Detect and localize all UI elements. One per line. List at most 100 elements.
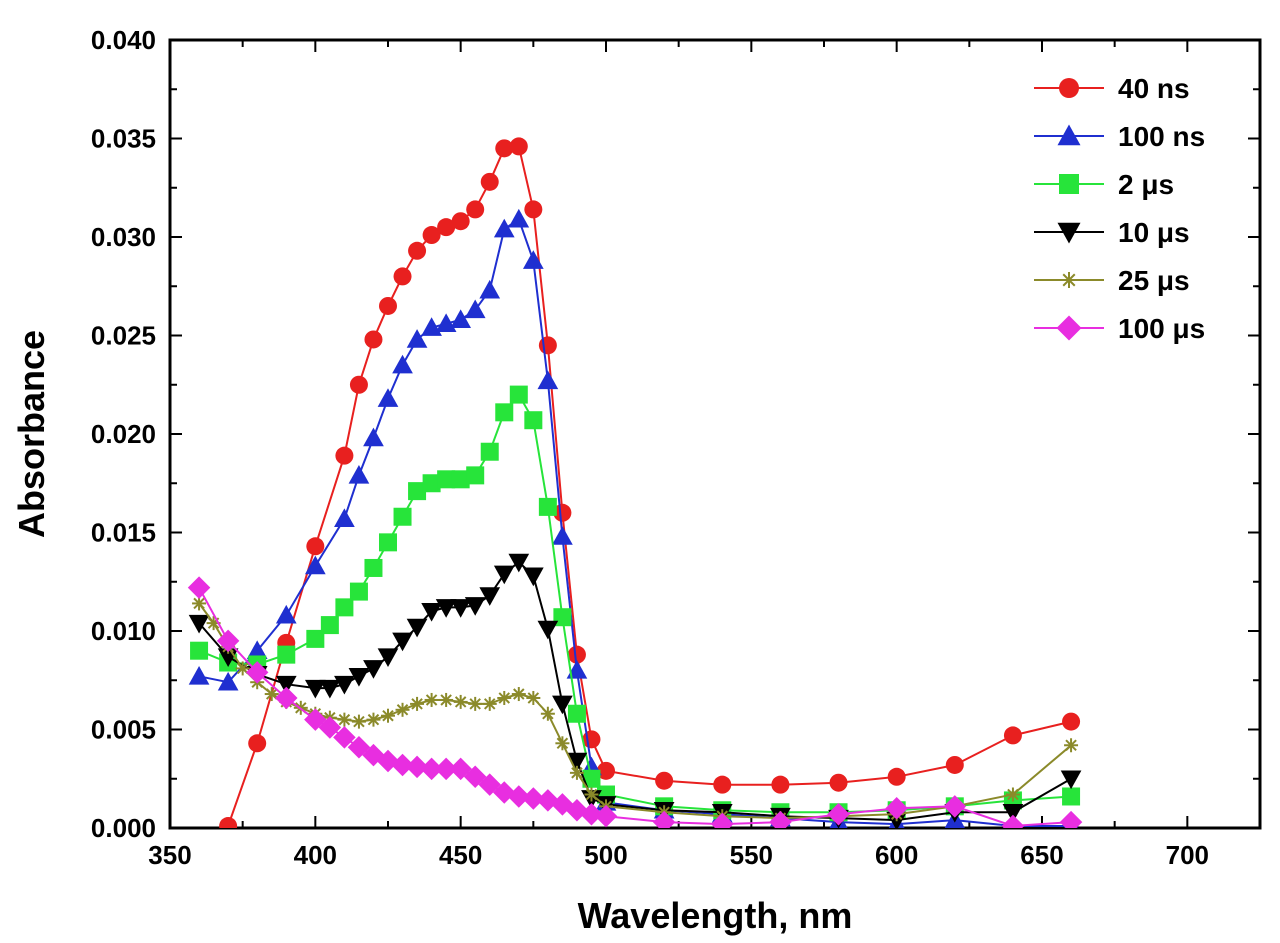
data-point [526,690,541,705]
data-point [434,757,458,781]
data-point [713,775,732,794]
legend-item: 100 μs [1034,313,1205,344]
data-point [479,587,501,606]
data-point [453,694,468,709]
data-point [509,385,528,404]
data-point [406,618,428,638]
data-point [522,250,544,269]
x-tick-label: 450 [439,840,482,870]
data-point [580,802,603,826]
data-point [406,329,428,348]
data-point [275,675,297,695]
data-point [497,690,512,705]
data-point [829,773,848,792]
data-point [566,752,588,772]
data-point [318,716,342,739]
y-tick-label: 0.015 [91,518,156,548]
data-point [538,336,557,355]
legend-marker [1059,174,1079,194]
data-point [1064,738,1079,753]
y-axis-title: Absorbance [11,330,52,538]
data-point [464,597,486,616]
data-point [553,608,572,627]
data-point [188,614,210,634]
data-point [335,598,354,617]
legend-marker [1061,272,1077,288]
series-layer [187,137,1083,828]
y-tick-label: 0.000 [91,813,156,843]
data-point [188,665,210,685]
data-point [439,692,454,707]
x-axis: 350 400 450 500 550 600 650 700 [148,40,1209,870]
plot-frame [168,38,1262,830]
legend-item: 25 μs [1034,265,1190,296]
data-point [363,660,384,679]
data-point [522,567,544,587]
data-point [480,172,499,191]
data-point [771,775,790,794]
series-line [198,392,1072,814]
data-point [464,299,486,319]
y-tick-label: 0.005 [91,715,156,745]
data-point [424,692,439,707]
x-tick-label: 550 [730,840,773,870]
data-point [391,753,414,777]
data-point [437,470,456,489]
data-point [495,403,514,422]
legend-label: 2 μs [1118,169,1174,200]
data-point [1060,770,1082,790]
data-point [597,761,615,780]
x-tick-label: 700 [1166,840,1209,870]
data-point [885,797,908,820]
data-point [366,712,381,727]
data-point [337,712,352,727]
data-point [248,734,267,753]
data-point [584,787,599,802]
y-tick-label: 0.035 [91,124,156,154]
data-point [1001,814,1025,828]
data-point [364,558,383,577]
data-point [507,785,531,808]
legend-label: 10 μs [1118,217,1190,248]
data-point [349,375,368,394]
data-point [377,648,399,667]
legend-marker [1059,78,1079,98]
legend-item: 10 μs [1034,217,1190,248]
data-point [351,714,366,729]
data-point [450,599,472,618]
data-point [655,771,674,790]
data-point [537,370,559,390]
data-point [410,696,425,711]
data-point [405,755,429,779]
data-point [437,218,456,237]
x-tick-label: 650 [1020,840,1063,870]
data-point [594,804,618,828]
data-point [348,465,370,484]
data-point [567,645,586,664]
data-point [466,466,485,485]
y-tick-label: 0.025 [91,321,156,351]
data-point [827,802,850,826]
data-point [509,137,528,156]
data-point [420,757,443,781]
data-point [422,474,441,493]
data-point [569,765,584,780]
data-point [364,330,383,349]
legend-marker [1057,124,1081,146]
data-point [348,668,370,687]
data-point [482,696,497,711]
legend-label: 100 μs [1118,313,1205,344]
data-point [1003,726,1022,745]
data-point [567,704,586,723]
data-point [945,755,964,774]
series-0 [219,137,1081,828]
data-point [540,706,555,721]
data-point [422,226,441,245]
data-point [522,787,545,810]
legend-item: 40 ns [1034,73,1190,104]
y-axis: 0.000 0.005 0.010 0.015 0.020 0.025 0.030 0.035… [91,25,1260,843]
legend-label: 40 ns [1118,73,1190,104]
data-point [524,411,543,430]
data-point [335,446,354,465]
data-point [451,470,470,489]
